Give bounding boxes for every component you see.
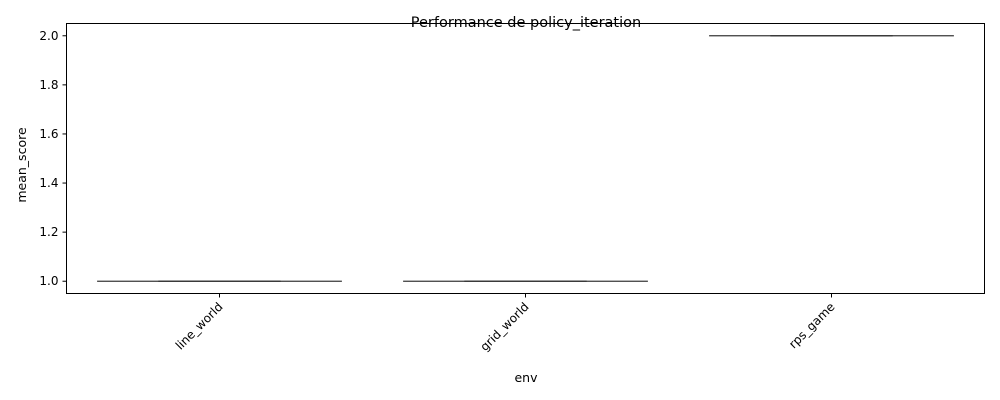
y-axis-label: mean_score xyxy=(14,127,29,203)
x-tick-label: rps_game xyxy=(786,300,838,352)
x-axis-label: env xyxy=(514,370,538,385)
plot-area xyxy=(66,23,985,294)
x-tick-label: line_world xyxy=(173,300,226,353)
y-tick-label: 2.0 xyxy=(39,29,58,43)
y-tick-label: 1.8 xyxy=(39,78,58,92)
y-tick-label: 1.0 xyxy=(39,274,58,288)
y-axis: 1.0 1.2 1.4 1.6 1.8 2.0 xyxy=(39,29,67,288)
y-tick-label: 1.4 xyxy=(39,176,58,190)
y-tick-label: 1.6 xyxy=(39,127,58,141)
boxplot-marks xyxy=(97,35,954,282)
y-tick-label: 1.2 xyxy=(39,225,58,239)
x-axis: line_world grid_world rps_game xyxy=(173,293,838,354)
x-tick-label: grid_world xyxy=(477,300,531,354)
